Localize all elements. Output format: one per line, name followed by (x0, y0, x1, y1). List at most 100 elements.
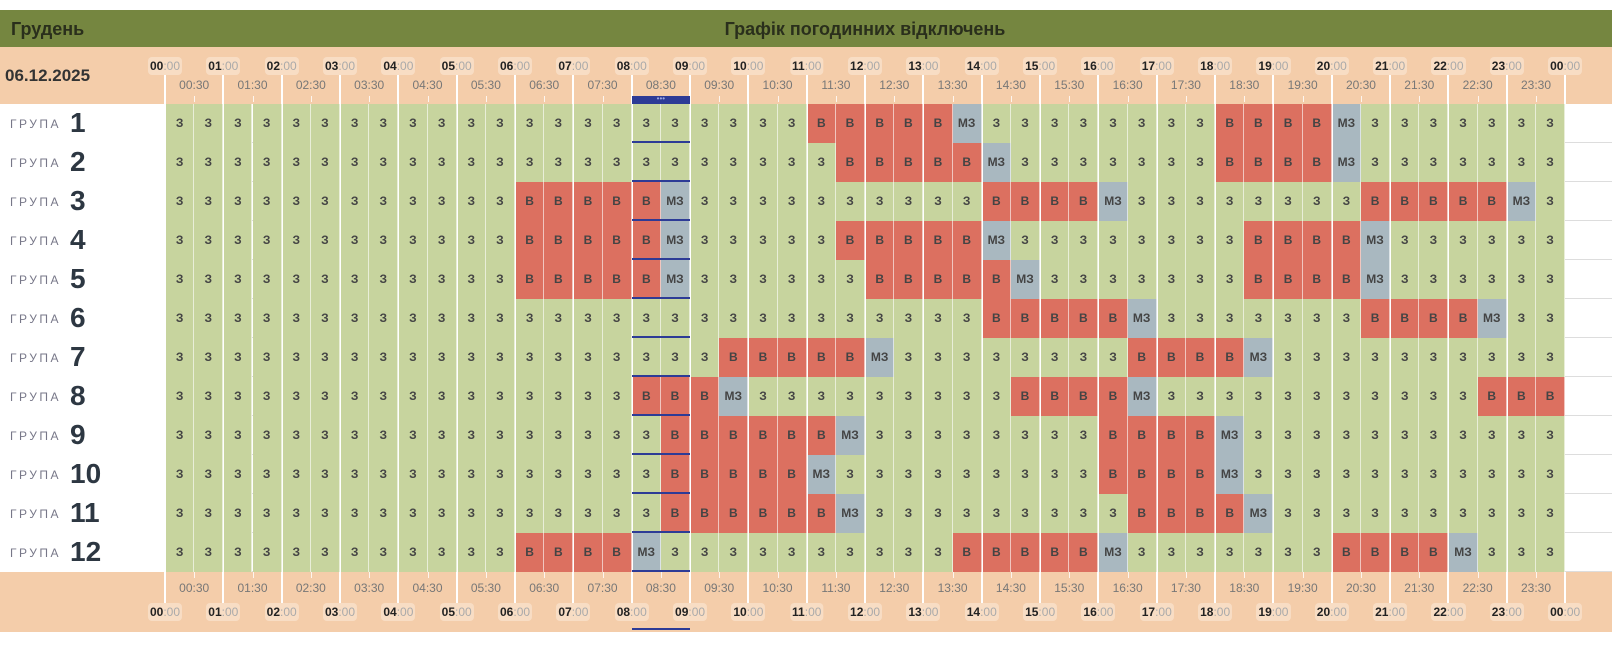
schedule-cell[interactable]: З (1127, 143, 1157, 182)
schedule-cell[interactable]: З (340, 299, 370, 338)
schedule-cell[interactable]: З (1535, 416, 1566, 455)
schedule-cell[interactable]: З (427, 533, 457, 572)
schedule-cell[interactable]: З (1273, 533, 1303, 572)
schedule-cell[interactable]: З (398, 533, 428, 572)
schedule-cell[interactable]: З (835, 299, 866, 338)
schedule-cell[interactable]: З (340, 377, 370, 416)
schedule-cell[interactable]: З (1010, 143, 1041, 182)
schedule-cell[interactable]: В (1535, 377, 1566, 416)
schedule-cell[interactable]: З (369, 104, 399, 143)
schedule-cell[interactable]: З (1185, 533, 1216, 572)
schedule-cell[interactable]: З (427, 104, 457, 143)
schedule-cell[interactable]: З (1419, 494, 1449, 533)
schedule-cell[interactable]: В (1040, 299, 1070, 338)
schedule-cell[interactable]: З (631, 416, 661, 455)
schedule-cell[interactable]: З (1040, 494, 1070, 533)
schedule-cell[interactable]: В (806, 416, 836, 455)
schedule-cell[interactable]: З (1302, 455, 1332, 494)
schedule-cell[interactable]: В (894, 143, 924, 182)
schedule-cell[interactable]: З (1360, 494, 1391, 533)
schedule-cell[interactable]: З (602, 494, 632, 533)
schedule-cell[interactable]: З (398, 455, 428, 494)
schedule-cell[interactable]: З (398, 260, 428, 299)
schedule-cell[interactable]: В (1185, 494, 1216, 533)
schedule-cell[interactable]: З (952, 377, 982, 416)
schedule-cell[interactable]: МЗ (952, 104, 982, 143)
schedule-cell[interactable]: З (544, 104, 574, 143)
schedule-cell[interactable]: З (1127, 182, 1157, 221)
schedule-cell[interactable]: З (1040, 221, 1070, 260)
schedule-cell[interactable]: В (1244, 260, 1274, 299)
schedule-cell[interactable]: З (1506, 143, 1536, 182)
schedule-cell[interactable]: З (485, 494, 516, 533)
schedule-cell[interactable]: З (252, 299, 282, 338)
group-label[interactable]: ГРУПА 7 (0, 338, 165, 377)
schedule-cell[interactable]: З (485, 221, 516, 260)
schedule-cell[interactable]: З (427, 338, 457, 377)
schedule-cell[interactable]: З (981, 338, 1011, 377)
schedule-cell[interactable]: З (894, 377, 924, 416)
schedule-cell[interactable]: З (631, 299, 661, 338)
schedule-cell[interactable]: З (194, 299, 224, 338)
schedule-cell[interactable]: З (748, 299, 778, 338)
schedule-cell[interactable]: З (573, 494, 603, 533)
schedule-cell[interactable]: З (777, 104, 807, 143)
schedule-cell[interactable]: В (1127, 455, 1157, 494)
schedule-cell[interactable]: З (806, 533, 836, 572)
schedule-cell[interactable]: З (252, 533, 282, 572)
schedule-cell[interactable]: З (1419, 338, 1449, 377)
schedule-cell[interactable]: З (690, 533, 720, 572)
schedule-cell[interactable]: З (223, 494, 253, 533)
schedule-cell[interactable]: З (1156, 104, 1186, 143)
schedule-cell[interactable]: З (1302, 299, 1332, 338)
schedule-cell[interactable]: МЗ (1127, 377, 1157, 416)
schedule-cell[interactable]: В (1185, 338, 1216, 377)
group-label[interactable]: ГРУПА 1 (0, 104, 165, 143)
schedule-cell[interactable]: В (1215, 338, 1245, 377)
schedule-cell[interactable]: З (310, 260, 340, 299)
schedule-cell[interactable]: В (1477, 377, 1507, 416)
schedule-cell[interactable]: З (281, 104, 311, 143)
schedule-cell[interactable]: В (923, 260, 953, 299)
schedule-cell[interactable]: З (1419, 377, 1449, 416)
schedule-cell[interactable]: З (427, 182, 457, 221)
schedule-cell[interactable]: З (1215, 533, 1245, 572)
schedule-cell[interactable]: З (1419, 104, 1449, 143)
schedule-cell[interactable]: З (252, 143, 282, 182)
schedule-cell[interactable]: З (398, 104, 428, 143)
schedule-cell[interactable]: З (194, 338, 224, 377)
schedule-cell[interactable]: З (194, 377, 224, 416)
schedule-cell[interactable]: З (1069, 455, 1099, 494)
schedule-cell[interactable]: В (631, 182, 661, 221)
schedule-cell[interactable]: З (485, 104, 516, 143)
schedule-cell[interactable]: З (1069, 143, 1099, 182)
schedule-cell[interactable]: З (748, 221, 778, 260)
schedule-cell[interactable]: З (1156, 221, 1186, 260)
schedule-cell[interactable]: З (1331, 494, 1361, 533)
group-label[interactable]: ГРУПА 8 (0, 377, 165, 416)
schedule-cell[interactable]: З (165, 377, 195, 416)
schedule-cell[interactable]: З (310, 143, 340, 182)
schedule-cell[interactable]: В (952, 260, 982, 299)
group-label[interactable]: ГРУПА 2 (0, 143, 165, 182)
schedule-cell[interactable]: З (340, 182, 370, 221)
group-label[interactable]: ГРУПА 4 (0, 221, 165, 260)
schedule-cell[interactable]: З (223, 143, 253, 182)
schedule-cell[interactable]: З (369, 299, 399, 338)
schedule-cell[interactable]: В (544, 533, 574, 572)
schedule-cell[interactable]: З (835, 377, 866, 416)
schedule-cell[interactable]: З (369, 494, 399, 533)
schedule-cell[interactable]: З (1185, 221, 1216, 260)
schedule-cell[interactable]: В (748, 494, 778, 533)
schedule-cell[interactable]: З (777, 143, 807, 182)
schedule-cell[interactable]: В (952, 143, 982, 182)
schedule-cell[interactable]: З (310, 455, 340, 494)
schedule-cell[interactable]: З (1156, 182, 1186, 221)
schedule-cell[interactable]: З (1040, 260, 1070, 299)
schedule-cell[interactable]: З (806, 299, 836, 338)
schedule-cell[interactable]: З (1331, 182, 1361, 221)
schedule-cell[interactable]: З (1069, 416, 1099, 455)
schedule-cell[interactable]: З (1535, 104, 1566, 143)
schedule-cell[interactable]: З (398, 416, 428, 455)
schedule-cell[interactable]: З (1360, 143, 1391, 182)
